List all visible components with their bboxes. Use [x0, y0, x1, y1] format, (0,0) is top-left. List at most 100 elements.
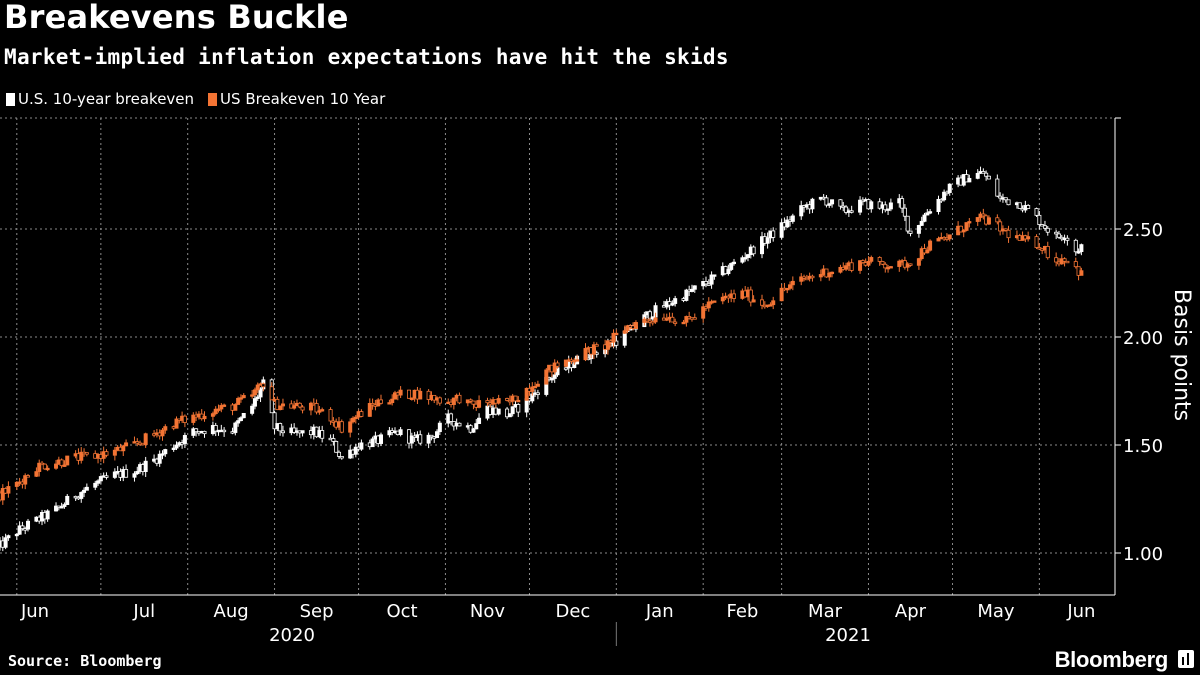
candle-orange	[625, 325, 630, 332]
candle-orange	[681, 321, 686, 325]
candle-orange	[575, 359, 580, 362]
candle-white	[143, 460, 148, 472]
candle-white	[132, 473, 137, 478]
candle-white	[986, 175, 991, 180]
candle-white	[1017, 202, 1022, 209]
candle-orange	[995, 217, 1000, 223]
candle-white	[858, 199, 863, 213]
candle-white	[563, 367, 568, 370]
candle-white	[6, 535, 11, 539]
candle-orange	[496, 398, 501, 404]
candle-orange	[350, 417, 355, 423]
candle-orange	[768, 304, 773, 307]
candle-white	[771, 230, 776, 238]
candle-orange	[684, 316, 689, 323]
x-tick-label: Oct	[386, 601, 417, 622]
candle-white	[1003, 197, 1008, 201]
candle-orange	[252, 389, 257, 396]
candle-white	[922, 214, 927, 222]
candle-white	[1076, 251, 1081, 254]
candle-white	[790, 215, 795, 222]
candle-orange	[121, 445, 126, 452]
candle-white	[112, 471, 117, 478]
candle-white	[936, 198, 941, 213]
candle-orange	[163, 426, 168, 431]
candle-orange	[477, 400, 482, 408]
x-tick-label: Jul	[132, 601, 155, 622]
candle-orange	[524, 387, 529, 401]
candle-orange	[653, 317, 658, 323]
x-tick-label: May	[977, 601, 1015, 622]
candle-orange	[731, 293, 736, 299]
candle-orange	[213, 408, 218, 415]
candle-orange	[437, 397, 442, 404]
candle-white	[740, 257, 745, 263]
candle-white	[163, 449, 168, 455]
candle-white	[1026, 205, 1031, 209]
candle-white	[14, 533, 19, 537]
candle-white	[191, 428, 196, 436]
candle-orange	[407, 389, 412, 399]
candle-orange	[26, 475, 31, 478]
candle-white	[1079, 244, 1084, 253]
candle-orange	[563, 359, 568, 367]
candle-white	[886, 208, 891, 211]
candle-orange	[533, 385, 538, 389]
candle-orange	[860, 260, 865, 263]
candle-white	[905, 215, 910, 232]
candle-white	[900, 198, 905, 209]
candle-white	[760, 236, 765, 255]
candle-white	[729, 263, 734, 270]
candle-white	[278, 423, 283, 432]
candle-white	[62, 504, 67, 507]
candle-orange	[278, 405, 283, 411]
candle-white	[353, 446, 358, 455]
candle-white	[233, 422, 238, 433]
candle-orange	[687, 316, 692, 319]
candle-white	[1037, 214, 1042, 225]
candle-orange	[222, 404, 227, 407]
candle-orange	[143, 433, 148, 445]
candle-white	[947, 183, 952, 193]
candle-white	[549, 378, 554, 381]
candle-orange	[398, 389, 403, 396]
candle-white	[26, 520, 31, 530]
candle-white	[96, 480, 101, 484]
candle-white	[692, 285, 697, 290]
candle-white	[241, 412, 246, 419]
candle-white	[359, 442, 364, 450]
candle-white	[908, 230, 913, 234]
candle-white	[670, 303, 675, 306]
candle-orange	[1006, 229, 1011, 239]
candle-orange	[62, 464, 67, 467]
y-tick-label: 1.00	[1123, 544, 1163, 565]
candle-orange	[858, 260, 863, 271]
candle-orange	[238, 397, 243, 400]
candle-white	[998, 195, 1003, 199]
candle-orange	[748, 289, 753, 303]
candle-orange	[664, 318, 669, 321]
candle-white	[1006, 199, 1011, 206]
x-tick-label: Mar	[808, 601, 843, 622]
candle-orange	[706, 301, 711, 309]
candle-white	[54, 505, 59, 512]
candle-orange	[961, 230, 966, 233]
candle-white	[379, 434, 384, 444]
candle-orange	[594, 344, 599, 347]
candle-orange	[250, 394, 255, 397]
source-label: Source: Bloomberg	[8, 652, 162, 670]
candle-orange	[328, 409, 333, 422]
y-axis-title: Basis points	[1169, 289, 1194, 421]
candle-orange	[513, 395, 518, 402]
candle-orange	[37, 462, 42, 472]
candle-orange	[790, 280, 795, 286]
candle-orange	[535, 383, 540, 387]
x-tick-label: Aug	[214, 601, 249, 622]
x-tick-label: Jan	[645, 601, 674, 622]
candle-white	[250, 405, 255, 414]
candle-white	[516, 404, 521, 413]
candle-white	[1034, 208, 1039, 216]
candle-orange	[353, 416, 358, 420]
candle-orange	[830, 271, 835, 275]
candle-white	[222, 429, 227, 433]
